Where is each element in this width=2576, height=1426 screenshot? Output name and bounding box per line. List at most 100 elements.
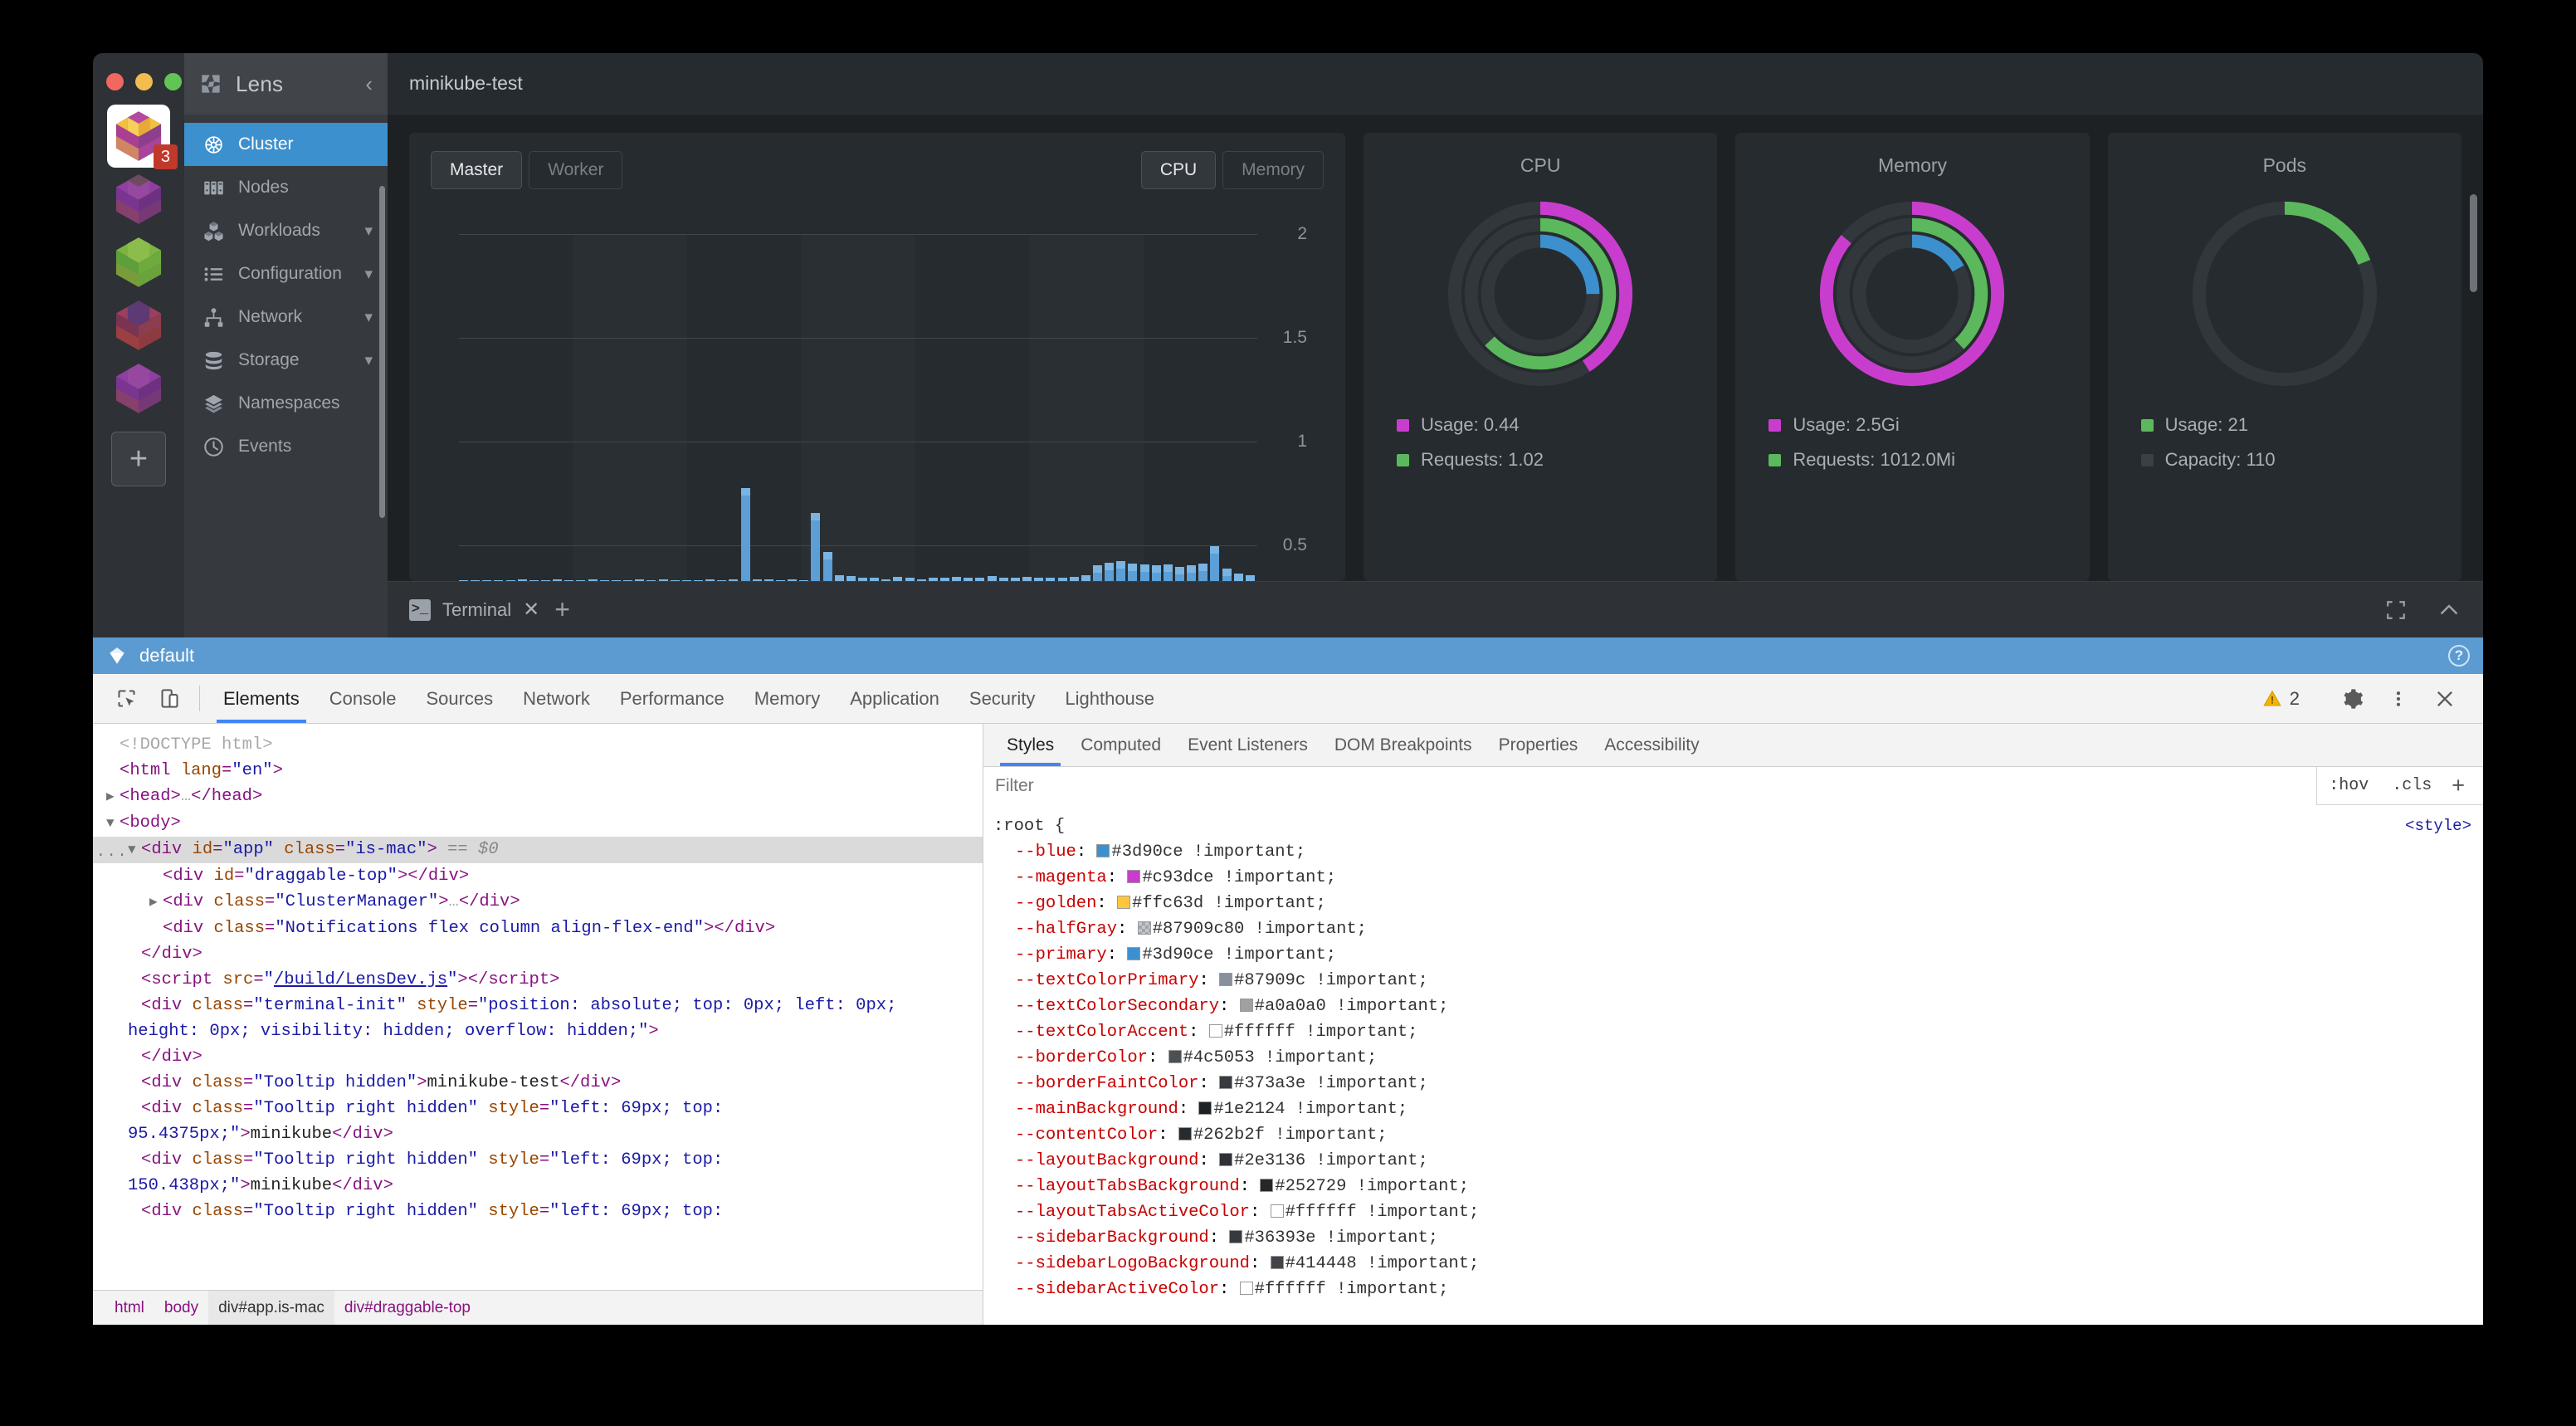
css-property-value[interactable]: #87909c80 !important; <box>1152 920 1367 939</box>
tab-dom-breakpoints[interactable]: DOM Breakpoints <box>1334 735 1472 755</box>
tab-memory[interactable]: Memory <box>754 687 821 709</box>
close-devtools-button[interactable] <box>2422 687 2468 711</box>
tab-event-listeners[interactable]: Event Listeners <box>1188 735 1308 755</box>
new-style-rule-button[interactable]: + <box>2452 773 2465 798</box>
toggle-class-editor-button[interactable]: .cls <box>2392 776 2432 795</box>
css-property-name[interactable]: --sidebarLogoBackground <box>1015 1254 1250 1273</box>
sidebar-item-namespaces[interactable]: Namespaces <box>184 382 388 425</box>
css-property-name[interactable]: --blue <box>1015 842 1076 862</box>
dom-tree[interactable]: <!DOCTYPE html> <html lang="en"> ▶ <head>…<… <box>93 724 983 1224</box>
tab-memory[interactable]: Memory <box>1222 151 1324 189</box>
css-declaration[interactable]: --halfGray: #87909c80 !important; <box>1015 920 1367 939</box>
cluster-icon-3[interactable] <box>93 231 184 294</box>
css-property-name[interactable]: --textColorSecondary <box>1015 997 1220 1016</box>
add-cluster-button[interactable]: + <box>111 432 166 486</box>
breadcrumb-item[interactable]: html <box>115 1298 144 1316</box>
css-property-name[interactable]: --borderColor <box>1015 1048 1148 1067</box>
tab-worker[interactable]: Worker <box>529 151 623 189</box>
tab-cpu[interactable]: CPU <box>1140 151 1217 189</box>
color-swatch-icon[interactable] <box>1239 999 1253 1012</box>
css-property-value[interactable]: #1e2124 !important; <box>1213 1100 1408 1119</box>
tab-lighthouse[interactable]: Lighthouse <box>1065 687 1155 709</box>
color-swatch-icon[interactable] <box>1127 870 1141 883</box>
css-property-name[interactable]: --textColorPrimary <box>1015 971 1199 990</box>
dom-tree-node[interactable]: ▶ <div class="ClusterManager">…</div> <box>93 889 983 916</box>
color-swatch-icon[interactable] <box>1270 1256 1284 1269</box>
cluster-icon-4[interactable] <box>93 294 184 357</box>
css-property-name[interactable]: --golden <box>1015 894 1097 913</box>
tab-network[interactable]: Network <box>523 687 590 709</box>
css-declaration[interactable]: --contentColor: #262b2f !important; <box>1015 1126 1388 1145</box>
settings-button[interactable] <box>2329 687 2375 711</box>
css-property-name[interactable]: --borderFaintColor <box>1015 1074 1199 1093</box>
color-swatch-icon[interactable] <box>1208 1024 1222 1038</box>
css-declaration[interactable]: --layoutTabsBackground: #252729 !importa… <box>1015 1177 1470 1196</box>
minimize-window-button[interactable] <box>135 73 153 90</box>
breadcrumb-item[interactable]: body <box>163 1298 199 1316</box>
css-declaration[interactable]: --golden: #ffc63d !important; <box>1015 894 1326 913</box>
css-property-value[interactable]: #ffffff !important; <box>1254 1280 1449 1299</box>
css-property-value[interactable]: #373a3e !important; <box>1234 1074 1428 1093</box>
color-swatch-icon[interactable] <box>1127 947 1141 960</box>
css-property-value[interactable]: #a0a0a0 !important; <box>1254 997 1449 1016</box>
css-property-value[interactable]: #ffc63d !important; <box>1132 894 1326 913</box>
dom-tree-node[interactable]: ▼ <body> <box>93 810 983 837</box>
css-property-name[interactable]: --mainBackground <box>1015 1100 1178 1119</box>
css-property-value[interactable]: #4c5053 !important; <box>1183 1048 1378 1067</box>
close-window-button[interactable] <box>106 73 124 90</box>
sidebar-scrollbar[interactable] <box>379 186 385 518</box>
color-swatch-icon[interactable] <box>1198 1101 1212 1115</box>
more-options-button[interactable] <box>2375 687 2422 711</box>
chevron-down-icon[interactable]: ▾ <box>364 351 373 369</box>
sidebar-item-configuration[interactable]: Configuration ▾ <box>184 252 388 295</box>
color-swatch-icon[interactable] <box>1117 896 1131 909</box>
chevron-up-icon[interactable] <box>2437 598 2461 623</box>
inspect-element-button[interactable] <box>105 674 148 723</box>
tab-sources[interactable]: Sources <box>426 687 494 709</box>
color-swatch-icon[interactable] <box>1219 973 1233 986</box>
maximize-window-button[interactable] <box>164 73 182 90</box>
color-swatch-icon[interactable] <box>1168 1050 1182 1063</box>
chevron-down-icon[interactable]: ▾ <box>364 308 373 326</box>
tab-performance[interactable]: Performance <box>619 687 724 709</box>
css-rule-selector[interactable]: :root {<style> <box>983 813 2483 839</box>
tab-computed[interactable]: Computed <box>1081 735 1162 755</box>
css-property-value[interactable]: #2e3136 !important; <box>1234 1151 1428 1170</box>
dom-tree-node[interactable]: <div class="Notifications flex column al… <box>93 916 983 941</box>
dom-tree-node[interactable]: <div class="Tooltip right hidden" style=… <box>93 1147 983 1199</box>
dom-tree-node[interactable]: </div> <box>93 941 983 967</box>
css-declaration[interactable]: --blue: #3d90ce !important; <box>1015 842 1306 862</box>
css-declaration[interactable]: --mainBackground: #1e2124 !important; <box>1015 1100 1408 1119</box>
css-property-name[interactable]: --magenta <box>1015 868 1107 887</box>
css-property-value[interactable]: #ffffff !important; <box>1223 1023 1418 1042</box>
color-swatch-icon[interactable] <box>1260 1179 1274 1192</box>
dom-tree-node[interactable]: </div> <box>93 1044 983 1070</box>
expand-twisty-icon[interactable]: ▼ <box>106 816 115 831</box>
chevron-left-icon[interactable]: ‹ <box>365 71 373 96</box>
close-icon[interactable]: ✕ <box>523 598 540 621</box>
breadcrumb-item[interactable]: div#app.is-mac <box>208 1290 334 1325</box>
sidebar-item-workloads[interactable]: Workloads ▾ <box>184 209 388 252</box>
expand-twisty-icon[interactable]: ▶ <box>106 789 115 804</box>
css-property-name[interactable]: --primary <box>1015 945 1107 965</box>
css-property-name[interactable]: --layoutTabsBackground <box>1015 1177 1240 1196</box>
css-property-value[interactable]: #3d90ce !important; <box>1142 945 1337 965</box>
color-swatch-icon[interactable] <box>1096 844 1110 857</box>
dom-tree-node[interactable]: <div class="Tooltip right hidden" style=… <box>93 1199 983 1224</box>
status-badge[interactable]: 2 <box>2250 688 2311 710</box>
dom-tree-node[interactable]: <div class="Tooltip right hidden" style=… <box>93 1096 983 1147</box>
color-swatch-icon[interactable] <box>1239 1282 1253 1295</box>
dom-tree-node[interactable]: ··· ▼ <div id="app" class="is-mac"> == $0 <box>93 837 983 864</box>
cluster-icon-minikube-test[interactable]: 3 <box>93 105 184 169</box>
tab-accessibility[interactable]: Accessibility <box>1604 735 1700 755</box>
breadcrumb-item[interactable]: div#draggable-top <box>344 1298 471 1316</box>
tab-styles[interactable]: Styles <box>993 724 1067 766</box>
sidebar-item-nodes[interactable]: Nodes <box>184 166 388 209</box>
color-swatch-icon[interactable] <box>1229 1230 1243 1243</box>
css-property-value[interactable]: #36393e !important; <box>1244 1228 1439 1248</box>
css-property-name[interactable]: --layoutTabsActiveColor <box>1015 1203 1250 1222</box>
tab-elements[interactable]: Elements <box>208 674 315 723</box>
css-property-value[interactable]: #262b2f !important; <box>1193 1126 1388 1145</box>
css-property-name[interactable]: --sidebarBackground <box>1015 1228 1209 1248</box>
css-property-name[interactable]: --layoutBackground <box>1015 1151 1199 1170</box>
